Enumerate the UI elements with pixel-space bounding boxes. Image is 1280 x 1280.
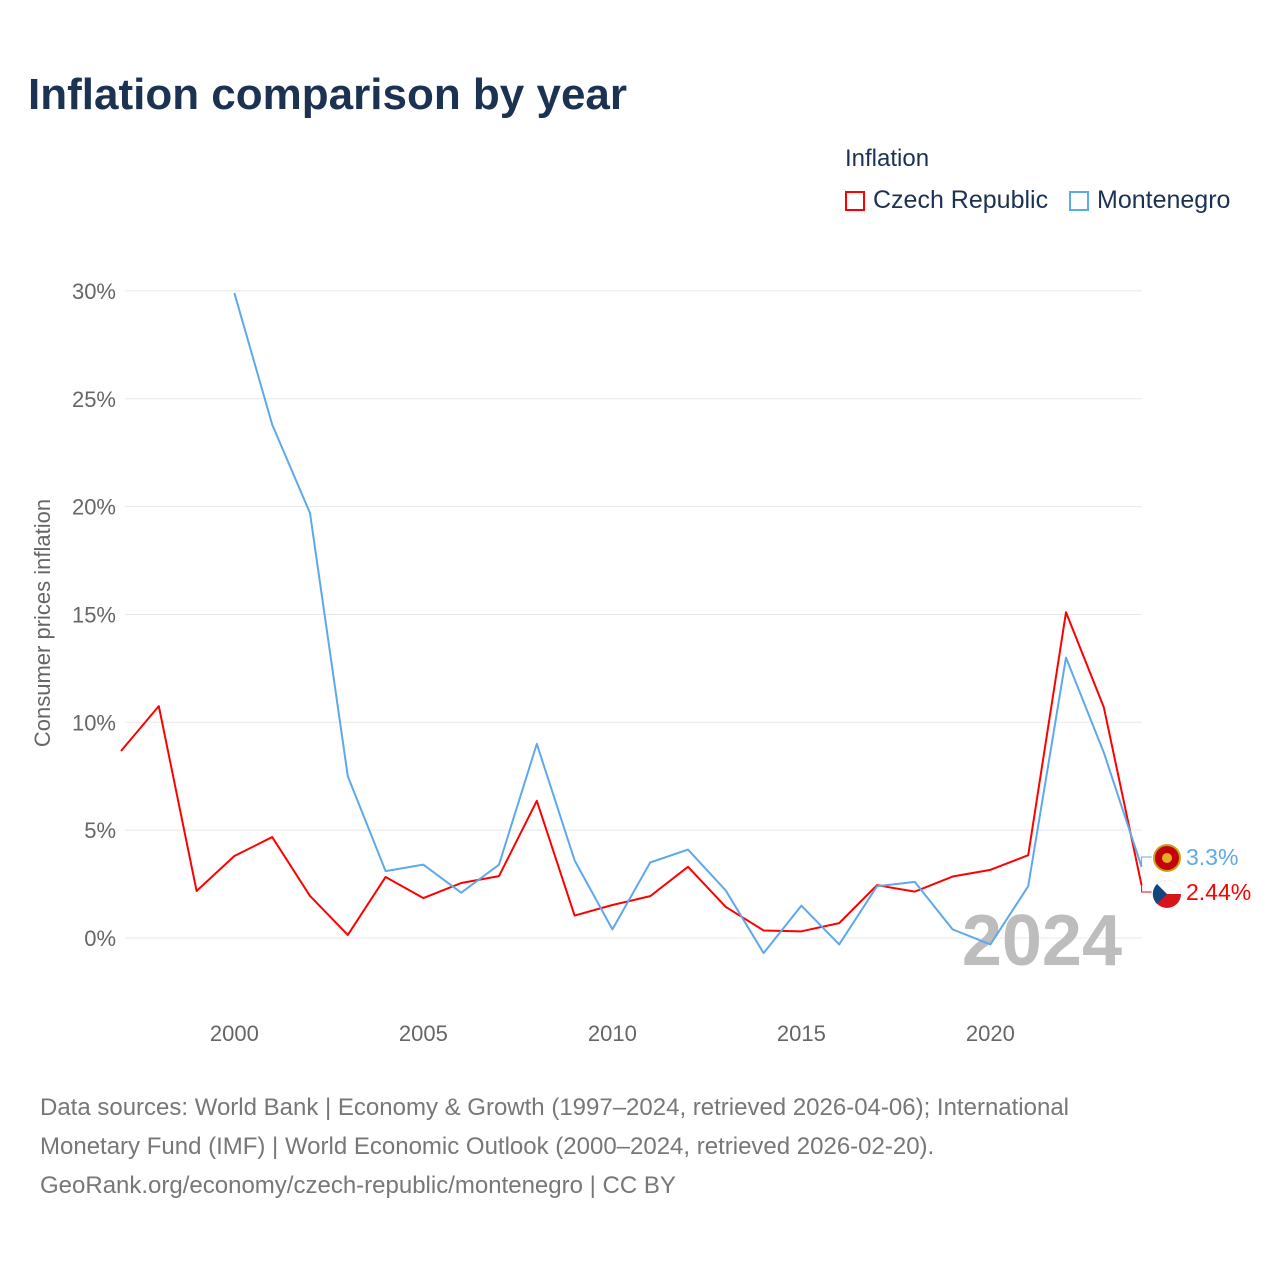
- x-tick-label: 2020: [966, 1021, 1015, 1046]
- footer-line: Data sources: World Bank | Economy & Gro…: [40, 1094, 1070, 1121]
- legend-item-montenegro[interactable]: Montenegro: [1069, 186, 1230, 215]
- year-watermark: 2024: [962, 901, 1122, 981]
- y-tick-label: 15%: [72, 602, 116, 627]
- end-value-label: 2.44%: [1186, 879, 1251, 905]
- y-tick-label: 10%: [72, 710, 116, 735]
- data-sources-footer: Data sources: World Bank | Economy & Gro…: [40, 1088, 1240, 1205]
- y-axis-label: Consumer prices inflation: [30, 499, 55, 747]
- y-tick-label: 25%: [72, 387, 116, 412]
- end-label-connector: [1141, 856, 1152, 867]
- footer-line[interactable]: GeoRank.org/economy/czech-republic/monte…: [40, 1172, 676, 1199]
- flag-emblem: [1162, 853, 1172, 863]
- end-value-label: 3.3%: [1186, 844, 1238, 870]
- x-tick-label: 2000: [210, 1021, 259, 1046]
- series-line-montenegro: [233, 292, 1143, 955]
- series-line-czech-republic: [120, 611, 1143, 936]
- czech-flag-icon: [1152, 880, 1181, 908]
- y-tick-label: 20%: [72, 495, 116, 520]
- montenegro-flag-icon: [1153, 844, 1181, 872]
- y-tick-label: 30%: [72, 279, 116, 304]
- legend-swatch: [845, 190, 865, 211]
- x-tick-label: 2010: [588, 1021, 637, 1046]
- legend-title: Inflation: [845, 145, 930, 172]
- y-tick-label: 0%: [84, 926, 116, 951]
- end-label-connector: [1141, 885, 1152, 893]
- legend-swatch: [1069, 190, 1089, 211]
- legend-label: Czech Republic: [873, 186, 1049, 214]
- x-tick-label: 2015: [777, 1021, 826, 1046]
- flag-blue: [1152, 884, 1167, 904]
- chart-title: Inflation comparison by year: [28, 70, 628, 119]
- legend-item-czech-republic[interactable]: Czech Republic: [845, 186, 1048, 215]
- x-tick-label: 2005: [399, 1021, 448, 1046]
- line-chart: 0% 5% 10% 15% 20% 25% 30% 2000 2005 2010 2015 2020 C…: [30, 279, 1251, 1046]
- y-tick-label: 5%: [84, 818, 116, 843]
- legend-label: Montenegro: [1097, 186, 1231, 214]
- footer-line: Monetary Fund (IMF) | World Economic Out…: [40, 1133, 935, 1160]
